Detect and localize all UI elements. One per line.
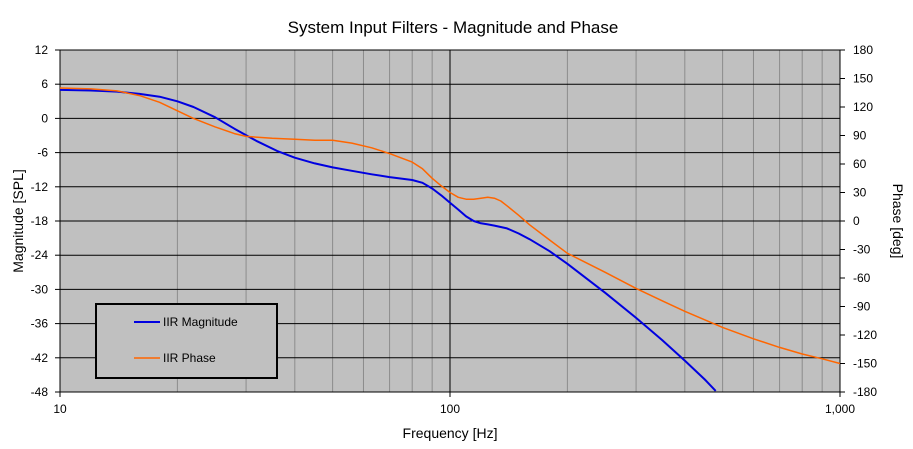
y-tick-label-left: -36 bbox=[31, 317, 49, 331]
x-axis-label: Frequency [Hz] bbox=[403, 425, 498, 441]
y-tick-label-right: -30 bbox=[853, 243, 871, 257]
y-tick-label-right: 120 bbox=[853, 100, 873, 114]
y-axis-label-right: Phase [deg] bbox=[890, 184, 906, 259]
y-tick-label-left: -30 bbox=[31, 282, 49, 296]
y-tick-label-left: -42 bbox=[31, 351, 49, 365]
y-tick-label-right: -120 bbox=[853, 328, 877, 342]
x-tick-label: 100 bbox=[440, 402, 460, 416]
y-tick-label-left: -12 bbox=[31, 180, 49, 194]
y-tick-label-right: 30 bbox=[853, 186, 867, 200]
y-tick-label-right: 180 bbox=[853, 43, 873, 57]
x-tick-label: 1,000 bbox=[825, 402, 855, 416]
series-line-iir-magnitude bbox=[59, 88, 717, 392]
y-tick-label-right: -90 bbox=[853, 300, 871, 314]
legend: IIR Magnitude IIR Phase bbox=[95, 303, 278, 379]
y-tick-label-left: 0 bbox=[41, 111, 48, 125]
legend-box bbox=[95, 303, 278, 379]
y-tick-label-left: -48 bbox=[31, 385, 49, 399]
chart-title: System Input Filters - Magnitude and Pha… bbox=[288, 18, 619, 37]
legend-label-iir-magnitude: IIR Magnitude bbox=[163, 315, 238, 329]
y-tick-label-right: 150 bbox=[853, 72, 873, 86]
legend-label-iir-phase: IIR Phase bbox=[163, 351, 216, 365]
y-tick-label-right: -60 bbox=[853, 271, 871, 285]
y-tick-label-left: -18 bbox=[31, 214, 49, 228]
y-tick-label-left: -6 bbox=[37, 146, 48, 160]
x-tick-label: 10 bbox=[53, 402, 67, 416]
series-line-iir-phase bbox=[59, 87, 841, 365]
y-tick-label-left: 6 bbox=[41, 77, 48, 91]
y-tick-label-left: 12 bbox=[35, 43, 49, 57]
y-tick-label-right: -150 bbox=[853, 357, 877, 371]
y-tick-label-right: 90 bbox=[853, 129, 867, 143]
y-tick-label-left: -24 bbox=[31, 248, 49, 262]
y-axis-label-left: Magnitude [SPL] bbox=[10, 169, 26, 273]
y-tick-label-right: -180 bbox=[853, 385, 877, 399]
y-tick-label-right: 60 bbox=[853, 157, 867, 171]
y-tick-label-right: 0 bbox=[853, 214, 860, 228]
